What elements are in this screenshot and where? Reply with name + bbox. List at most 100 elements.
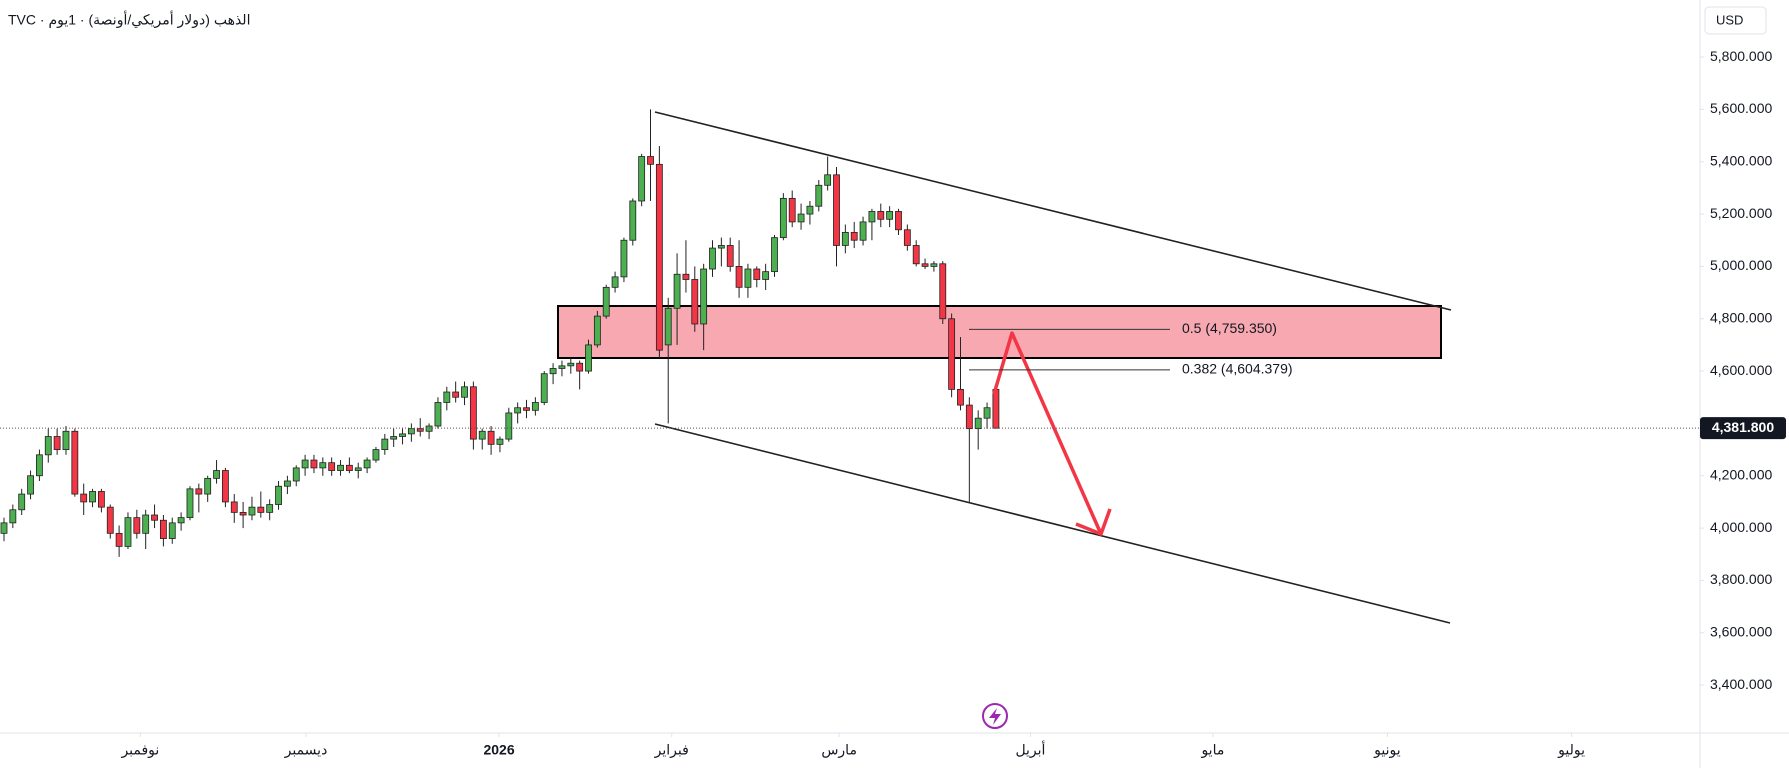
candle-body bbox=[62, 430, 70, 450]
candle-body bbox=[744, 268, 752, 288]
candle-body bbox=[682, 273, 690, 280]
x-tick-label: يونيو bbox=[1373, 742, 1401, 759]
candle-body bbox=[478, 430, 486, 440]
candle-body bbox=[514, 407, 522, 414]
candle-body bbox=[372, 449, 380, 461]
candle-body bbox=[576, 362, 584, 372]
candle-body bbox=[381, 438, 389, 450]
y-tick-label: 4,000.000 bbox=[1710, 519, 1772, 535]
fib-label: 0.382 (4,604.379) bbox=[1182, 361, 1293, 377]
candle-body bbox=[36, 454, 43, 477]
candle-body bbox=[709, 247, 716, 270]
candle-body bbox=[310, 459, 318, 469]
candle-body bbox=[106, 506, 114, 534]
y-tick-label: 3,400.000 bbox=[1710, 676, 1772, 692]
candle-body bbox=[390, 436, 398, 440]
candle-body bbox=[18, 493, 26, 511]
candle-body bbox=[859, 221, 867, 241]
candle-body bbox=[71, 430, 79, 495]
candle-body bbox=[301, 459, 309, 469]
candle-body bbox=[399, 433, 406, 437]
candle-body bbox=[948, 318, 956, 390]
candle-body bbox=[735, 266, 743, 288]
candle-body bbox=[806, 205, 814, 215]
candle-body bbox=[868, 211, 876, 223]
x-tick-label: أبريل bbox=[1015, 741, 1045, 759]
y-tick-label: 4,200.000 bbox=[1710, 466, 1772, 482]
chart-title: TVC · الذهب (دولار أمريكي/أونصة) · 1يوم bbox=[8, 11, 250, 29]
x-tick-label: مايو bbox=[1200, 742, 1224, 759]
candle-body bbox=[815, 184, 823, 207]
candle-body bbox=[133, 517, 141, 534]
candle-body bbox=[673, 273, 681, 309]
y-tick-label: 4,600.000 bbox=[1710, 362, 1772, 378]
candle-body bbox=[230, 501, 238, 513]
x-tick-label: يوليو bbox=[1557, 742, 1585, 759]
candle-body bbox=[549, 368, 557, 375]
candle-body bbox=[124, 517, 132, 547]
candle-body bbox=[159, 519, 167, 539]
candle-body bbox=[611, 276, 619, 288]
candle-body bbox=[523, 407, 530, 411]
arrow bbox=[992, 331, 1103, 535]
candle-body bbox=[80, 493, 88, 503]
currency-button[interactable] bbox=[1704, 6, 1767, 35]
candle-body bbox=[292, 467, 300, 482]
candle-body bbox=[443, 391, 451, 403]
candle-body bbox=[700, 268, 708, 325]
candle-body bbox=[833, 174, 840, 246]
y-tick-label: 5,800.000 bbox=[1710, 48, 1772, 64]
candle-body bbox=[186, 488, 194, 519]
candle-body bbox=[266, 504, 274, 513]
candle-body bbox=[895, 211, 902, 231]
candle-body bbox=[9, 509, 17, 524]
candle-body bbox=[638, 156, 646, 202]
zone bbox=[557, 305, 1442, 359]
candle-body bbox=[602, 286, 610, 317]
x-tick-label: 2026 bbox=[483, 742, 514, 758]
candle-body bbox=[992, 388, 1000, 429]
candle-body bbox=[0, 522, 8, 534]
y-tick-label: 5,200.000 bbox=[1710, 205, 1772, 221]
candle-body bbox=[965, 404, 973, 430]
candle-body bbox=[434, 402, 442, 427]
last-price-label: 4,381.800 bbox=[1712, 419, 1774, 435]
candle-body bbox=[717, 245, 725, 249]
candle-body bbox=[319, 462, 327, 469]
y-tick-label: 3,800.000 bbox=[1710, 571, 1772, 587]
candle-body bbox=[283, 480, 291, 487]
candle-body bbox=[585, 344, 592, 372]
candle-body bbox=[921, 263, 929, 267]
x-tick-label: ديسمبر bbox=[284, 742, 328, 759]
candle-body bbox=[496, 438, 504, 445]
candle-body bbox=[620, 239, 628, 278]
candle-body bbox=[558, 365, 566, 369]
x-tick-label: فبراير bbox=[654, 742, 689, 759]
candle-body bbox=[629, 200, 637, 241]
candle-body bbox=[27, 475, 34, 495]
candle-body bbox=[903, 229, 911, 246]
candle-body bbox=[213, 470, 220, 479]
candle-body bbox=[726, 245, 734, 267]
candle-body bbox=[567, 362, 575, 367]
currency-label: USD bbox=[1716, 12, 1743, 27]
candle-body bbox=[461, 386, 468, 398]
y-tick-label: 5,000.000 bbox=[1710, 257, 1772, 273]
candle-body bbox=[983, 407, 991, 419]
candle-body bbox=[337, 464, 344, 471]
y-tick-label: 4,800.000 bbox=[1710, 309, 1772, 325]
candle-body bbox=[177, 517, 185, 524]
candle-body bbox=[275, 485, 282, 505]
candle-body bbox=[53, 436, 61, 450]
candle-body bbox=[691, 279, 699, 325]
trendline-upper bbox=[654, 111, 1452, 311]
candle-body bbox=[788, 197, 796, 223]
candle-body bbox=[824, 174, 832, 186]
candle-body bbox=[930, 263, 938, 267]
candle-body bbox=[416, 428, 424, 432]
trendline-lower bbox=[654, 423, 1451, 624]
candle-body bbox=[753, 268, 761, 280]
candle-body bbox=[877, 211, 885, 220]
